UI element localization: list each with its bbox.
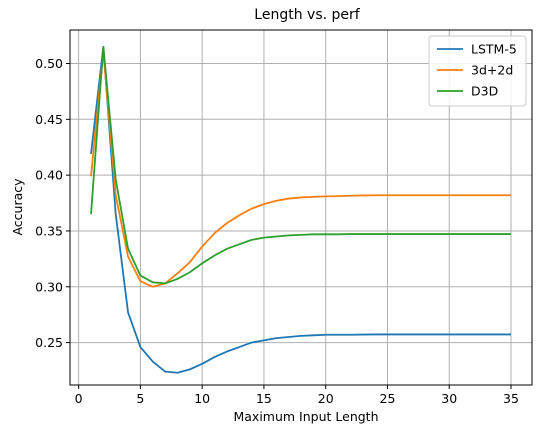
x-tick-label: 15 <box>256 391 272 406</box>
y-axis: 0.25 0.30 0.35 0.40 0.45 0.50 <box>35 56 70 350</box>
x-axis-label: Maximum Input Length <box>233 409 378 424</box>
y-tick-label: 0.25 <box>35 335 63 350</box>
chart-title: Length vs. perf <box>254 7 360 23</box>
x-tick-label: 30 <box>441 391 457 406</box>
x-tick-label: 0 <box>75 391 83 406</box>
x-tick-label: 10 <box>194 391 210 406</box>
legend-label: 3d+2d <box>471 63 513 78</box>
legend-label: LSTM-5 <box>471 42 517 57</box>
x-tick-label: 25 <box>380 391 396 406</box>
legend: LSTM-5 3d+2d D3D <box>428 35 527 107</box>
series-lines <box>90 45 511 374</box>
plot-frame <box>69 29 533 386</box>
series-line-3d-2d <box>90 50 511 288</box>
y-axis-label: Accuracy <box>10 178 25 236</box>
x-tick-label: 20 <box>318 391 334 406</box>
y-tick-label: 0.30 <box>35 279 63 294</box>
y-tick-label: 0.50 <box>35 56 63 71</box>
series-line-lstm-5 <box>90 45 511 374</box>
series-line-d3d <box>90 45 511 285</box>
y-tick-label: 0.35 <box>35 223 63 238</box>
x-tick-label: 5 <box>136 391 144 406</box>
legend-box <box>428 35 527 107</box>
x-tick-label: 35 <box>503 391 519 406</box>
x-axis: 0 5 10 15 20 25 30 35 <box>75 385 519 406</box>
y-tick-label: 0.40 <box>35 168 63 183</box>
legend-label: D3D <box>471 84 498 99</box>
y-tick-label: 0.45 <box>35 112 63 127</box>
